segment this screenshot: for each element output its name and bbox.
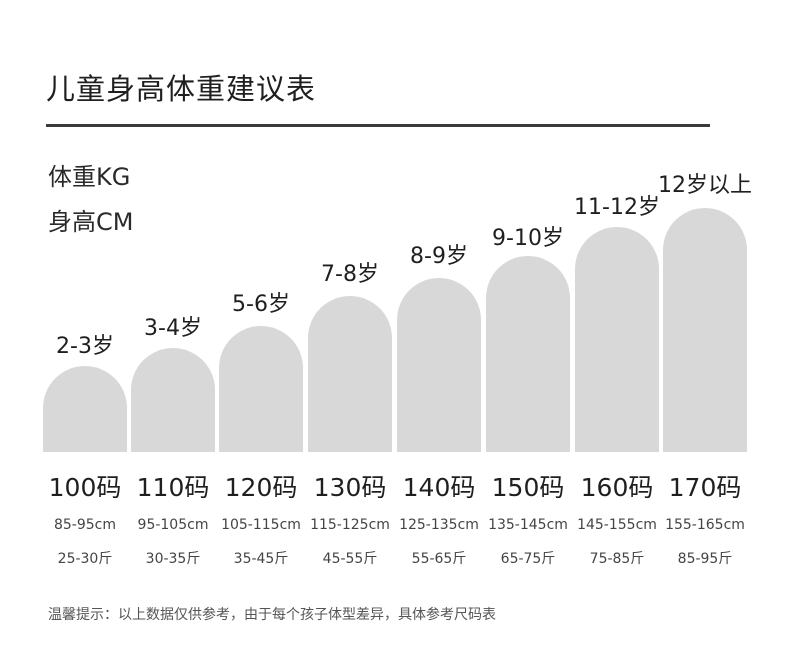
height-range: 105-115cm	[221, 517, 301, 533]
size-bar	[486, 256, 570, 452]
size-label: 130码	[313, 473, 387, 502]
weight-range: 30-35斤	[145, 551, 201, 567]
size-label: 150码	[491, 473, 565, 502]
weight-range: 25-30斤	[57, 551, 113, 567]
size-label: 110码	[136, 473, 210, 502]
size-label: 170码	[668, 473, 742, 502]
weight-range: 45-55斤	[322, 551, 378, 567]
weight-range: 75-85斤	[589, 551, 645, 567]
legend-height: 身高CM	[48, 208, 134, 236]
size-label: 160码	[580, 473, 654, 502]
height-range: 155-165cm	[665, 517, 745, 533]
weight-range: 55-65斤	[411, 551, 467, 567]
size-bar	[219, 326, 303, 452]
weight-range: 65-75斤	[500, 551, 556, 567]
age-label: 8-9岁	[410, 244, 468, 269]
age-label: 11-12岁	[574, 195, 660, 220]
age-label: 2-3岁	[56, 334, 114, 359]
height-range: 115-125cm	[310, 517, 390, 533]
age-label: 5-6岁	[232, 292, 290, 317]
size-bar	[663, 208, 747, 452]
height-range: 85-95cm	[53, 517, 116, 533]
size-label: 120码	[224, 473, 298, 502]
age-label: 3-4岁	[144, 316, 202, 341]
age-label: 9-10岁	[492, 226, 564, 251]
legend-weight: 体重KG	[48, 163, 131, 191]
footnote: 温馨提示：以上数据仅供参考，由于每个孩子体型差异，具体参考尺码表	[48, 607, 496, 623]
size-bar	[575, 227, 659, 452]
title-divider	[46, 124, 710, 127]
age-label: 7-8岁	[321, 262, 379, 287]
size-bar	[43, 366, 127, 452]
page-title: 儿童身高体重建议表	[46, 72, 317, 106]
weight-range: 85-95斤	[677, 551, 733, 567]
size-bar	[308, 296, 392, 452]
age-label: 12岁以上	[658, 173, 752, 198]
size-label: 100码	[48, 473, 122, 502]
size-bar	[131, 348, 215, 452]
height-range: 135-145cm	[488, 517, 568, 533]
size-bar	[397, 278, 481, 452]
size-label: 140码	[402, 473, 476, 502]
height-range: 125-135cm	[399, 517, 479, 533]
height-range: 95-105cm	[137, 517, 209, 533]
height-range: 145-155cm	[577, 517, 657, 533]
weight-range: 35-45斤	[233, 551, 289, 567]
